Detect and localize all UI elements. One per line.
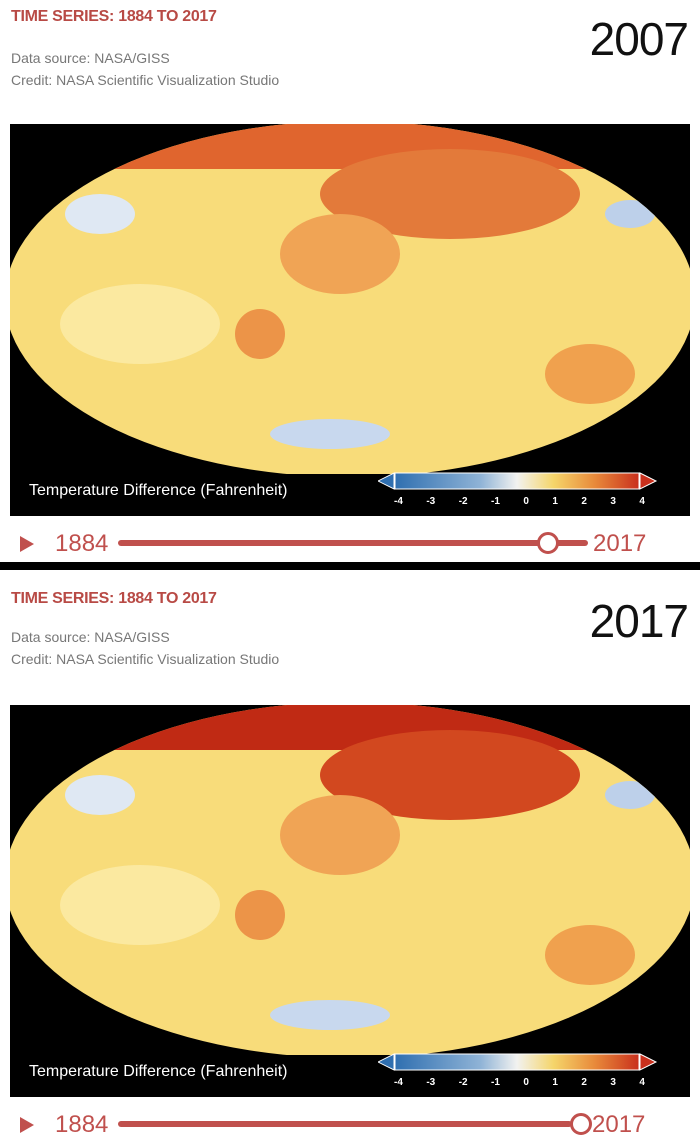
colorbar-ticks: -4 -3 -2 -1 0 1 2 3 4 bbox=[378, 496, 658, 507]
colorbar-tick: 0 bbox=[523, 1077, 529, 1088]
colorbar-tick: -1 bbox=[491, 1077, 500, 1088]
data-source: Data source: NASA/GISS bbox=[11, 629, 170, 645]
credit: Credit: NASA Scientific Visualization St… bbox=[11, 651, 280, 667]
panel-2017: TIME SERIES: 1884 TO 2017 Data source: N… bbox=[0, 570, 700, 1146]
divider bbox=[0, 562, 700, 570]
slider-start-year: 1884 bbox=[55, 530, 109, 557]
panel-2007: TIME SERIES: 1884 TO 2017 Data source: N… bbox=[0, 0, 700, 562]
colorbar-tick: 1 bbox=[552, 1077, 558, 1088]
play-icon[interactable] bbox=[20, 1117, 34, 1133]
temperature-map: Temperature Difference (Fahrenheit) -4 -3… bbox=[10, 705, 690, 1097]
slider-thumb[interactable] bbox=[537, 532, 559, 554]
slider-start-year: 1884 bbox=[55, 1111, 109, 1138]
colorbar-tick: -2 bbox=[458, 496, 468, 507]
source-credit: Data source: NASA/GISS Credit: NASA Scie… bbox=[11, 47, 279, 91]
colorbar-tick: -3 bbox=[426, 1077, 436, 1088]
year-slider[interactable]: 1884 2017 bbox=[0, 528, 700, 558]
colorbar: -4 -3 -2 -1 0 1 2 3 4 bbox=[378, 1053, 658, 1093]
colorbar-tick: 3 bbox=[610, 1077, 616, 1088]
colorbar-tick: 2 bbox=[581, 496, 587, 507]
colorbar-tick: 1 bbox=[552, 496, 558, 507]
temperature-map: Temperature Difference (Fahrenheit) -4 -3… bbox=[10, 124, 690, 516]
play-icon[interactable] bbox=[20, 536, 34, 552]
colorbar-tick: 0 bbox=[523, 496, 529, 507]
current-year: 2017 bbox=[589, 595, 689, 647]
slider-track[interactable] bbox=[118, 1121, 572, 1127]
credit: Credit: NASA Scientific Visualization St… bbox=[11, 72, 280, 88]
world-map bbox=[10, 705, 690, 1055]
colorbar-gradient bbox=[378, 1053, 658, 1071]
slider-track[interactable] bbox=[118, 540, 588, 546]
series-title: TIME SERIES: 1884 TO 2017 bbox=[11, 8, 217, 25]
colorbar-ticks: -4 -3 -2 -1 0 1 2 3 4 bbox=[378, 1077, 658, 1088]
slider-thumb[interactable] bbox=[570, 1113, 592, 1135]
colorbar-tick: 4 bbox=[639, 1077, 645, 1088]
colorbar-tick: -2 bbox=[458, 1077, 468, 1088]
legend-label: Temperature Difference (Fahrenheit) bbox=[29, 1063, 288, 1080]
data-source: Data source: NASA/GISS bbox=[11, 50, 170, 66]
source-credit: Data source: NASA/GISS Credit: NASA Scie… bbox=[11, 626, 279, 670]
colorbar-tick: 3 bbox=[610, 496, 616, 507]
colorbar-gradient bbox=[378, 472, 658, 490]
colorbar-tick: -4 bbox=[394, 496, 403, 507]
colorbar-tick: -3 bbox=[426, 496, 436, 507]
slider-end-year: 2017 bbox=[592, 1111, 646, 1138]
colorbar-tick: -4 bbox=[394, 1077, 403, 1088]
slider-end-year: 2017 bbox=[593, 530, 647, 557]
legend-label: Temperature Difference (Fahrenheit) bbox=[29, 482, 288, 499]
series-title: TIME SERIES: 1884 TO 2017 bbox=[11, 590, 217, 607]
colorbar: -4 -3 -2 -1 0 1 2 3 4 bbox=[378, 472, 658, 512]
colorbar-tick: 4 bbox=[639, 496, 645, 507]
year-slider[interactable]: 1884 2017 bbox=[0, 1109, 700, 1139]
world-map bbox=[10, 124, 690, 474]
colorbar-tick: 2 bbox=[581, 1077, 587, 1088]
colorbar-tick: -1 bbox=[491, 496, 500, 507]
current-year: 2007 bbox=[589, 13, 689, 65]
